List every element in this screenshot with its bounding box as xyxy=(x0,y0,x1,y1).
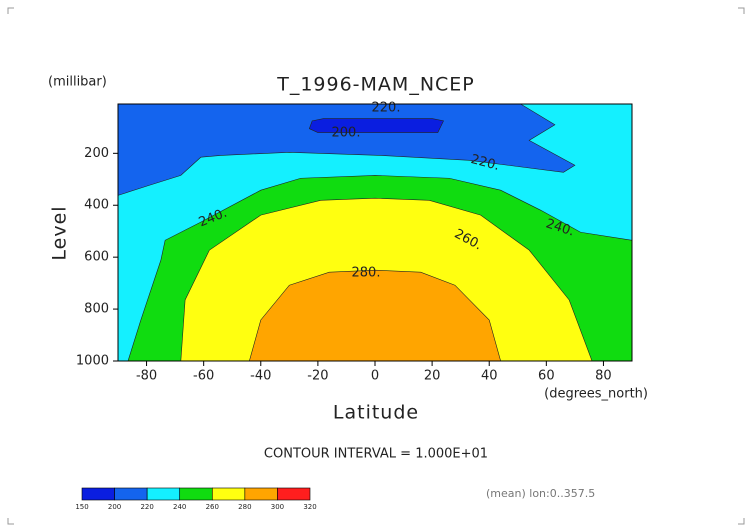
colorbar-box xyxy=(244,487,278,501)
x-tick-label: 40 xyxy=(481,369,498,384)
x-tick-label: -40 xyxy=(250,369,271,384)
colorbar-label: 200 xyxy=(108,503,121,511)
x-axis-label: Latitude xyxy=(333,402,419,424)
colorbar-box xyxy=(146,487,181,501)
colorbar-box xyxy=(114,487,148,501)
contour-label: 220. xyxy=(469,152,501,174)
contour-label: 200. xyxy=(332,126,361,141)
contour-interval: CONTOUR INTERVAL = 1.000E+01 xyxy=(264,447,488,462)
contour-label: 220. xyxy=(372,101,401,116)
x-tick-label: -60 xyxy=(193,369,214,384)
y-tick-label: 600 xyxy=(84,250,109,265)
colorbar-label: 280 xyxy=(238,503,251,511)
x-tick-label: 0 xyxy=(371,369,379,384)
y-tick-label: 200 xyxy=(84,146,109,161)
y-axis-label: Level xyxy=(49,205,71,260)
x-tick-label: -20 xyxy=(307,369,328,384)
colorbar-label: 260 xyxy=(206,503,219,511)
colorbar-box xyxy=(277,487,311,501)
x-units: (degrees_north) xyxy=(544,387,648,402)
colorbar-label: 300 xyxy=(271,503,284,511)
colorbar-label: 220 xyxy=(140,503,153,511)
contour-region xyxy=(308,118,444,133)
colorbar-label: 150 xyxy=(75,503,88,511)
x-tick-label: 80 xyxy=(595,369,612,384)
contour-region xyxy=(248,269,502,362)
y-units: (millibar) xyxy=(48,75,107,90)
x-tick-label: -80 xyxy=(136,369,157,384)
colorbar-box xyxy=(81,487,115,501)
corner-marks xyxy=(7,7,745,525)
colorbar-box xyxy=(211,487,246,501)
colorbar-label: 320 xyxy=(303,503,316,511)
contour-label: 280. xyxy=(352,266,381,281)
y-tick-label: 800 xyxy=(84,302,109,317)
colorbar-label: 240 xyxy=(173,503,186,511)
x-tick-label: 60 xyxy=(538,369,555,384)
note: (mean) lon:0..357.5 xyxy=(486,487,595,500)
colorbar-box xyxy=(179,487,213,501)
contour-region xyxy=(117,103,576,196)
x-tick-label: 20 xyxy=(424,369,441,384)
y-tick-label: 400 xyxy=(84,198,109,213)
chart-title: T_1996-MAM_NCEP xyxy=(276,74,475,96)
y-tick-label: 1000 xyxy=(76,354,109,369)
